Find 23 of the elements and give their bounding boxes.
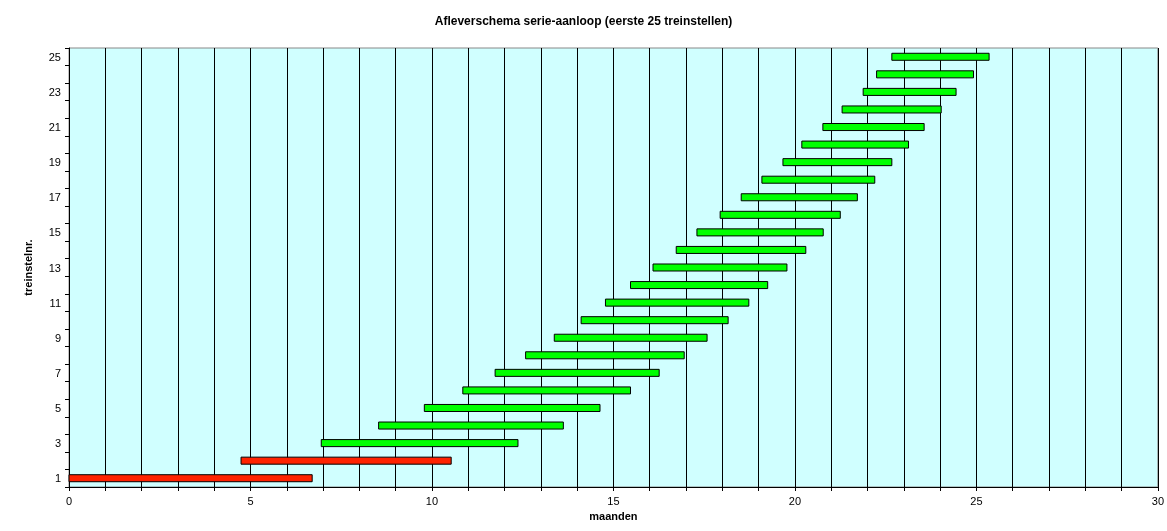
- x-tick-label: 5: [247, 494, 254, 507]
- x-tick-label: 15: [607, 494, 620, 507]
- y-tick-label: 25: [48, 50, 61, 63]
- x-axis-title: maanden: [589, 510, 638, 523]
- y-tick-label: 7: [54, 366, 61, 379]
- y-tick-label: 5: [54, 401, 61, 414]
- y-tick-label: 1: [54, 472, 61, 485]
- chart-title: Afleverschema serie-aanloop (eerste 25 treinstellen): [434, 14, 733, 28]
- y-tick-label: 19: [48, 156, 61, 169]
- x-tick-label: 30: [1151, 494, 1165, 507]
- x-tick-label: 25: [970, 494, 983, 507]
- y-tick-label: 13: [48, 261, 61, 274]
- y-tick-label: 21: [48, 121, 61, 134]
- y-tick-label: 3: [54, 437, 61, 450]
- y-tick-label: 15: [48, 226, 61, 239]
- y-tick-label: 11: [49, 296, 61, 309]
- y-axis-title: treinstelnr.: [21, 239, 34, 296]
- x-tick-label: 10: [425, 494, 439, 507]
- x-tick-label: 20: [788, 494, 802, 507]
- y-tick-label: 9: [54, 331, 61, 344]
- y-tick-label: 17: [48, 191, 61, 204]
- y-tick-label: 23: [48, 85, 61, 98]
- x-tick-label: 0: [65, 494, 73, 507]
